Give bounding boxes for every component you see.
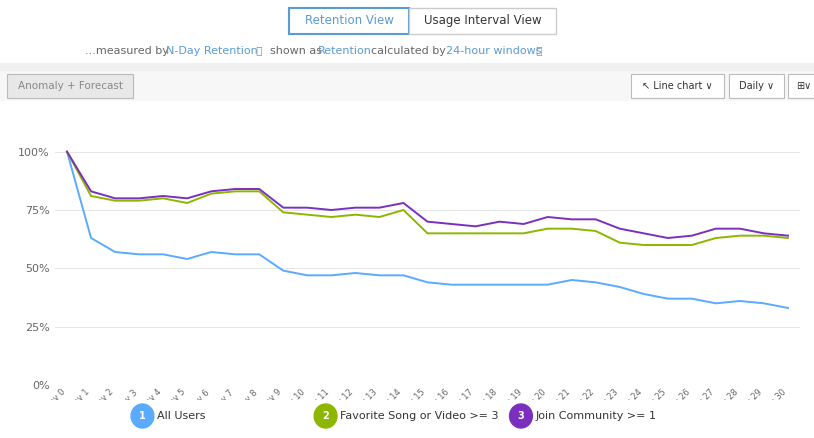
Text: 2: 2 bbox=[322, 411, 329, 421]
Text: N-Day Retention: N-Day Retention bbox=[166, 46, 258, 56]
Text: Daily ∨: Daily ∨ bbox=[738, 81, 774, 91]
Text: Retention View: Retention View bbox=[304, 14, 394, 27]
FancyBboxPatch shape bbox=[409, 7, 556, 35]
FancyBboxPatch shape bbox=[631, 74, 724, 98]
Text: All Users: All Users bbox=[157, 411, 206, 421]
Text: ⓘ: ⓘ bbox=[532, 46, 542, 56]
Text: ⓘ: ⓘ bbox=[252, 46, 265, 56]
Text: shown as: shown as bbox=[270, 46, 322, 56]
Text: Retention: Retention bbox=[318, 46, 372, 56]
Ellipse shape bbox=[510, 404, 532, 428]
Ellipse shape bbox=[314, 404, 337, 428]
Text: ⊞∨: ⊞∨ bbox=[796, 81, 811, 91]
Text: Anomaly + Forecast: Anomaly + Forecast bbox=[18, 81, 122, 91]
FancyBboxPatch shape bbox=[7, 74, 133, 98]
Text: ↖ Line chart ∨: ↖ Line chart ∨ bbox=[642, 81, 713, 91]
FancyBboxPatch shape bbox=[289, 7, 409, 35]
Text: ...measured by: ...measured by bbox=[85, 46, 169, 56]
FancyBboxPatch shape bbox=[788, 74, 814, 98]
Text: Join Community >= 1: Join Community >= 1 bbox=[536, 411, 657, 421]
Ellipse shape bbox=[131, 404, 154, 428]
Text: Usage Interval View: Usage Interval View bbox=[424, 14, 541, 27]
Text: calculated by: calculated by bbox=[371, 46, 446, 56]
Text: 24-hour windows: 24-hour windows bbox=[446, 46, 542, 56]
Text: 1: 1 bbox=[139, 411, 146, 421]
Text: Favorite Song or Video >= 3: Favorite Song or Video >= 3 bbox=[340, 411, 499, 421]
FancyBboxPatch shape bbox=[729, 74, 784, 98]
Text: 3: 3 bbox=[518, 411, 524, 421]
